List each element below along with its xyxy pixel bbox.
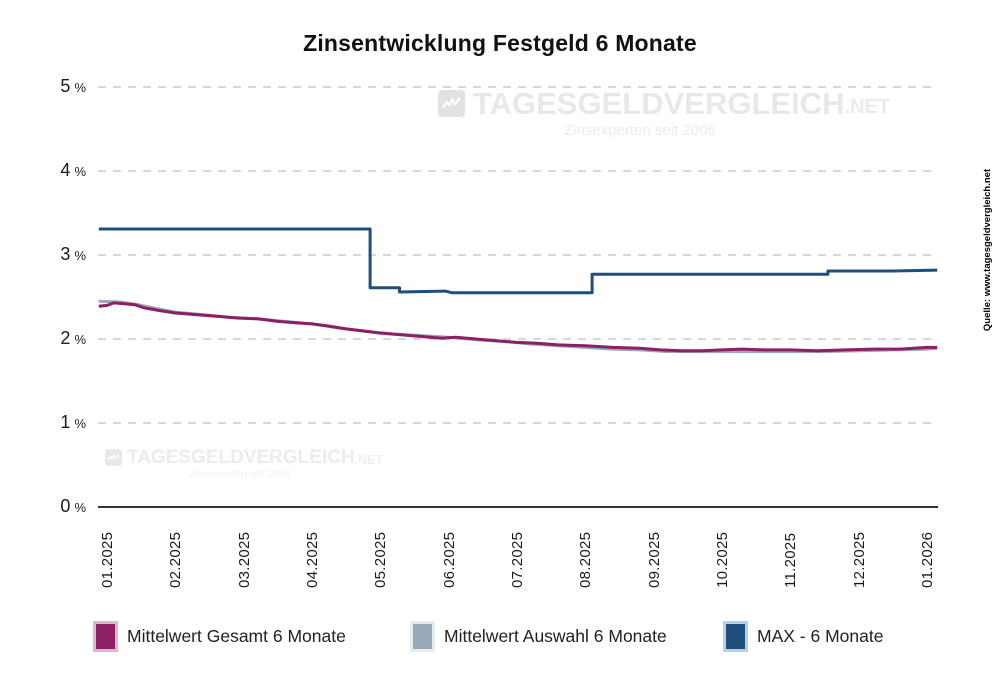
series-line-gesamt	[98, 301, 938, 353]
y-tick-label-3: 3%	[0, 242, 86, 266]
x-tick-label-05.2025: 05.2025	[372, 531, 390, 588]
y-tick-unit: %	[74, 248, 86, 263]
x-tick-label-06.2025: 06.2025	[440, 531, 458, 588]
x-tick-label-09.2025: 09.2025	[645, 531, 663, 588]
legend-item-auswahl[interactable]: Mittelwert Auswahl 6 Monate	[410, 621, 667, 652]
series-line-max	[98, 227, 938, 295]
y-tick-value: 3	[60, 244, 71, 264]
x-tick-label-01.2026: 01.2026	[918, 531, 936, 588]
y-tick-label-2: 2%	[0, 326, 86, 350]
y-tick-label-5: 5%	[0, 74, 86, 98]
y-tick-label-1: 1%	[0, 410, 86, 434]
x-tick-label-07.2025: 07.2025	[508, 531, 526, 588]
y-tick-unit: %	[74, 500, 86, 515]
x-tick-label-03.2025: 03.2025	[235, 531, 253, 588]
y-tick-value: 2	[60, 328, 71, 348]
legend-label: Mittelwert Gesamt 6 Monate	[127, 626, 346, 646]
x-tick-label-12.2025: 12.2025	[850, 531, 868, 588]
legend-swatch-auswahl	[410, 621, 435, 652]
source-credit: Quelle: www.tagesgeldvergleich.net	[982, 168, 993, 332]
y-tick-label-0: 0%	[0, 494, 86, 518]
y-tick-unit: %	[74, 416, 86, 431]
y-tick-unit: %	[74, 164, 86, 179]
x-tick-label-11.2025: 11.2025	[782, 532, 800, 588]
y-tick-unit: %	[74, 80, 86, 95]
x-tick-label-04.2025: 04.2025	[303, 531, 321, 588]
chart-title: Zinsentwicklung Festgeld 6 Monate	[303, 30, 697, 56]
x-tick-label-08.2025: 08.2025	[577, 531, 595, 588]
legend-item-max[interactable]: MAX - 6 Monate	[723, 621, 883, 652]
series-line-auswahl	[98, 299, 938, 354]
x-tick-label-02.2025: 02.2025	[167, 531, 185, 588]
y-tick-value: 1	[60, 412, 71, 432]
x-tick-label-10.2025: 10.2025	[713, 531, 731, 588]
legend-swatch-max	[723, 621, 748, 652]
y-tick-label-4: 4%	[0, 158, 86, 182]
y-tick-value: 5	[60, 76, 71, 96]
legend: Mittelwert Gesamt 6 Monate Mittelwert Aus…	[0, 621, 1000, 652]
legend-item-gesamt[interactable]: Mittelwert Gesamt 6 Monate	[93, 621, 346, 652]
legend-label: Mittelwert Auswahl 6 Monate	[444, 626, 667, 646]
x-tick-label-01.2025: 01.2025	[99, 531, 116, 588]
legend-swatch-gesamt	[93, 621, 118, 652]
legend-label: MAX - 6 Monate	[757, 626, 884, 646]
y-tick-unit: %	[74, 332, 86, 347]
y-tick-value: 0	[60, 496, 71, 516]
y-tick-value: 4	[60, 160, 71, 180]
